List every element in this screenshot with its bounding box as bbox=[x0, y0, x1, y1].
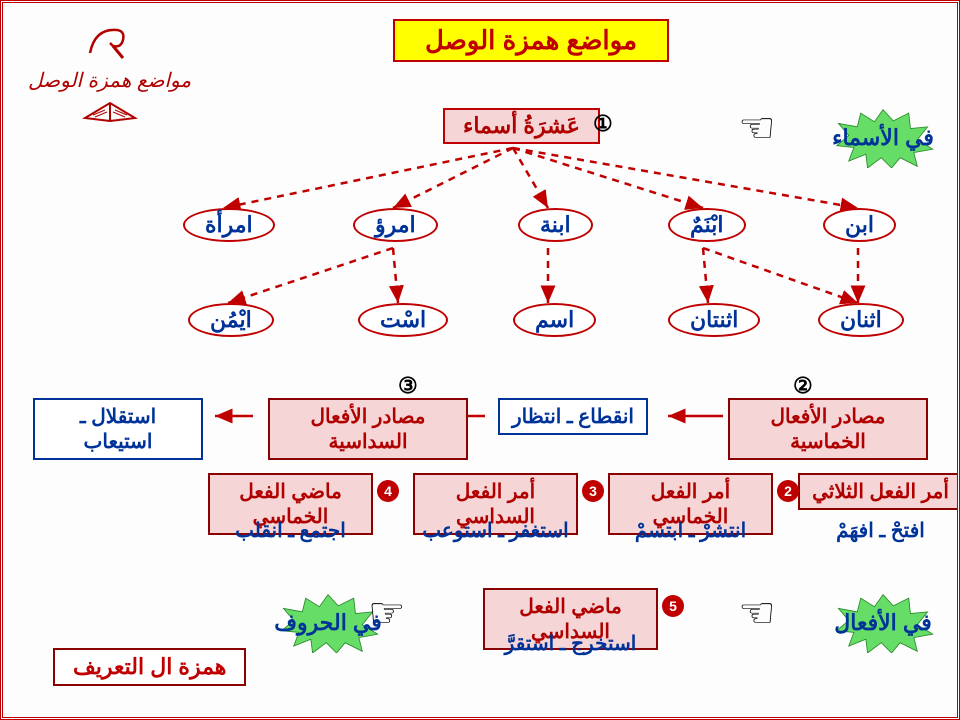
corner-artwork: مواضع همزة الوصل bbox=[28, 18, 191, 133]
definite-article-box: همزة ال التعريف bbox=[53, 648, 246, 686]
verb-num-1: 2 bbox=[777, 480, 799, 502]
pointing-hand-1: ☜ bbox=[738, 588, 776, 637]
section-num-1: ③ bbox=[398, 373, 418, 399]
verb-example-2: استغفر ـ استوعب bbox=[413, 518, 578, 543]
row2-box-2: مصادر الأفعال السداسية bbox=[268, 398, 468, 460]
noun-oval-2: ابنة bbox=[518, 208, 593, 242]
noun-oval-3: امرؤ bbox=[353, 208, 438, 242]
noun-oval-5: اثنان bbox=[818, 303, 904, 337]
verb-num-4: 5 bbox=[662, 595, 684, 617]
noun-oval-7: اسم bbox=[513, 303, 596, 337]
section-num-0: ② bbox=[793, 373, 813, 399]
verb-box-0: أمر الفعل الثلاثي bbox=[798, 473, 960, 510]
noun-oval-0: ابن bbox=[823, 208, 896, 242]
noun-oval-6: اثنتان bbox=[668, 303, 760, 337]
starburst-nouns: في الأسماء bbox=[828, 108, 938, 168]
verb-num-3: 4 bbox=[377, 480, 399, 502]
root-num: ① bbox=[593, 111, 613, 137]
root-nouns-box: عَشرَةُ أسماء bbox=[443, 108, 600, 144]
noun-oval-9: ايْمُن bbox=[188, 303, 274, 337]
row2-box-0: مصادر الأفعال الخماسية bbox=[728, 398, 928, 460]
verb-example-0: افتحْ ـ افهَمْ bbox=[798, 518, 960, 543]
verb-example-1: انتشرْ ـ ابتسمْ bbox=[608, 518, 773, 543]
row2-box-3: استقلال ـ استيعاب bbox=[33, 398, 203, 460]
row2-box-1: انقطاع ـ انتظار bbox=[498, 398, 648, 435]
verb-num-2: 3 bbox=[582, 480, 604, 502]
corner-script: مواضع همزة الوصل bbox=[28, 68, 191, 93]
noun-oval-4: امرأة bbox=[183, 208, 275, 242]
starburst-verbs: في الأفعال bbox=[828, 593, 938, 653]
verb-example-4: استخرج ـ استقرَّ bbox=[483, 631, 658, 656]
noun-oval-8: اسْت bbox=[358, 303, 448, 337]
main-title: مواضع همزة الوصل bbox=[393, 19, 669, 62]
starburst-letters: في الحروف bbox=[273, 593, 383, 653]
verb-example-3: اجتمع ـ انقلب bbox=[208, 518, 373, 543]
pointing-hand-0: ☜ bbox=[738, 103, 776, 152]
noun-oval-1: ابْنَمٌ bbox=[668, 208, 746, 242]
